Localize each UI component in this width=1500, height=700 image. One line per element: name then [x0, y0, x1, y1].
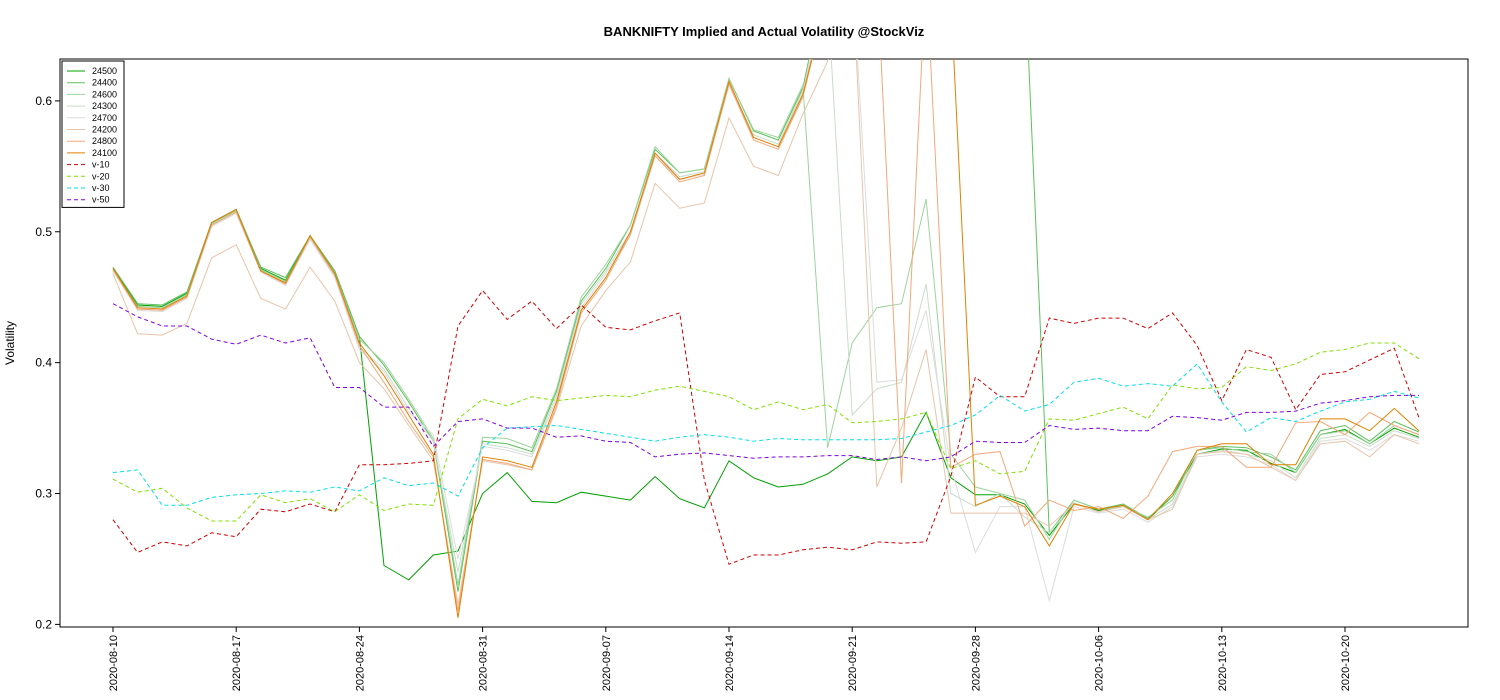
- legend-label: 24700: [92, 113, 117, 123]
- legend-label: v-10: [92, 160, 110, 170]
- series-line: [112, 363, 1420, 506]
- y-tick-label: 0.5: [35, 225, 52, 239]
- x-tick-label: 2020-08-31: [478, 635, 490, 691]
- y-axis-label: Volatility: [3, 321, 17, 365]
- x-tick-label: 2020-09-21: [847, 635, 859, 691]
- x-tick-label: 2020-09-28: [970, 635, 982, 691]
- legend-label: 24400: [92, 78, 117, 88]
- plot-area: [112, 59, 1420, 618]
- x-tick-label: 2020-10-20: [1340, 635, 1352, 691]
- series-line: [112, 289, 1420, 565]
- y-tick-label: 0.2: [35, 617, 52, 631]
- x-tick-label: 2020-09-14: [724, 635, 736, 691]
- x-tick-label: 2020-08-17: [231, 635, 243, 691]
- x-tick-label: 2020-08-10: [108, 635, 120, 691]
- x-tick-label: 2020-10-06: [1094, 635, 1106, 691]
- legend-label: v-30: [92, 183, 110, 193]
- legend-label: 24200: [92, 125, 117, 135]
- series-line: [112, 59, 1420, 605]
- series-line: [112, 59, 1420, 603]
- series-line: [112, 208, 1420, 581]
- plot-frame: [59, 58, 1469, 628]
- series-line: [112, 59, 1420, 618]
- y-tick-label: 0.6: [35, 94, 52, 108]
- legend-label: 24800: [92, 136, 117, 146]
- chart-title: BANKNIFTY Implied and Actual Volatility …: [604, 24, 925, 39]
- series-line: [112, 303, 1419, 462]
- legend-label: v-20: [92, 171, 110, 181]
- series-line: [112, 59, 1420, 612]
- x-tick-label: 2020-09-07: [601, 635, 613, 691]
- legend-label: v-50: [92, 195, 110, 205]
- y-tick-label: 0.4: [35, 356, 52, 370]
- legend-label: 24300: [92, 101, 117, 111]
- legend-label: 24600: [92, 89, 117, 99]
- y-tick-label: 0.3: [35, 487, 52, 501]
- series-line: [112, 59, 1420, 573]
- legend-label: 24500: [92, 66, 117, 76]
- legend-label: 24100: [92, 148, 117, 158]
- series-line: [112, 59, 1420, 592]
- legend-box: [61, 60, 125, 208]
- x-tick-label: 2020-10-13: [1217, 635, 1229, 691]
- series-line: [112, 342, 1420, 522]
- x-tick-label: 2020-08-24: [354, 635, 366, 691]
- series-line: [112, 77, 1420, 586]
